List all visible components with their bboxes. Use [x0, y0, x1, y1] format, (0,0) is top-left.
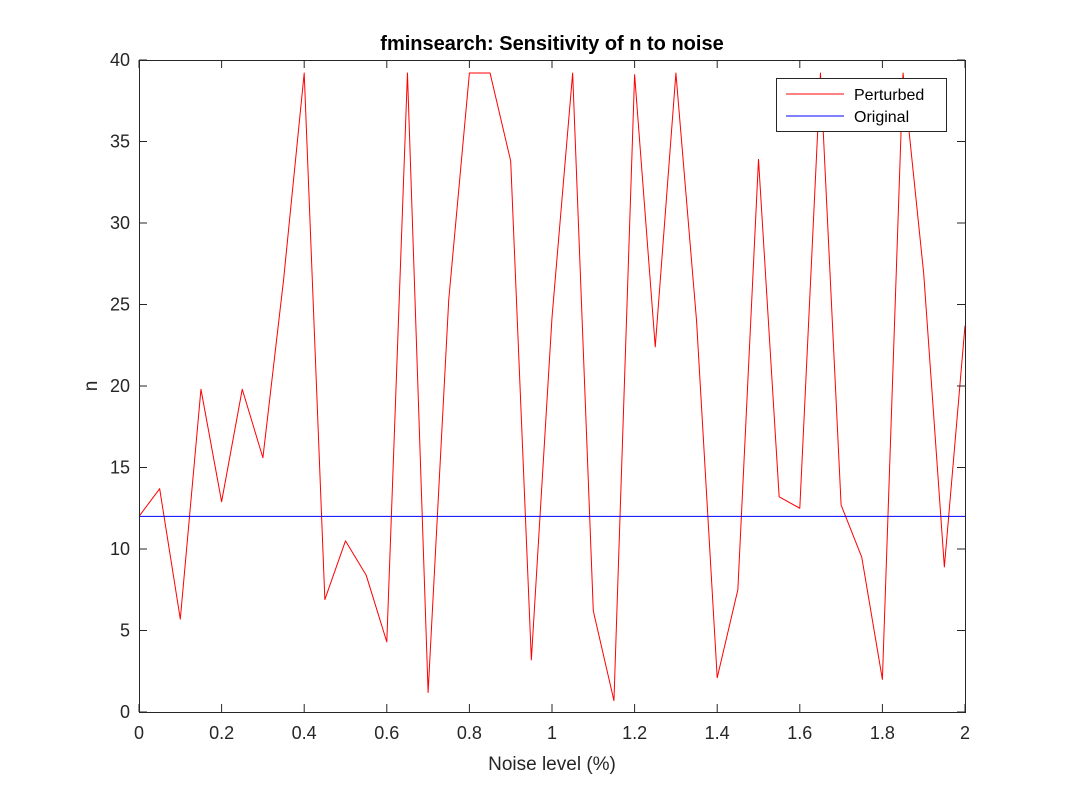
x-tick-label: 1 [547, 723, 557, 743]
x-tick-label: 2 [960, 723, 970, 743]
y-tick-label: 25 [110, 295, 130, 315]
axes-background [139, 60, 965, 712]
x-tick-label: 0.4 [292, 723, 317, 743]
x-tick-label: 1.4 [705, 723, 730, 743]
x-tick-label: 1.2 [622, 723, 647, 743]
x-tick-label: 0.6 [374, 723, 399, 743]
legend-entry-original: Original [854, 109, 909, 126]
y-tick-label: 40 [110, 50, 130, 70]
x-axis-label: Noise level (%) [488, 754, 616, 775]
x-tick-label: 0.8 [457, 723, 482, 743]
x-axis-ticks: 0 0.2 0.4 0.6 0.8 1 1.2 1.4 1.6 1.8 2 [134, 60, 970, 743]
y-tick-label: 20 [110, 376, 130, 396]
y-tick-label: 10 [110, 539, 130, 559]
legend: Perturbed Original [776, 78, 947, 132]
y-tick-label: 30 [110, 213, 130, 233]
x-tick-label: 1.8 [870, 723, 895, 743]
y-tick-label: 0 [120, 702, 130, 722]
x-tick-label: 1.6 [787, 723, 812, 743]
y-tick-label: 35 [110, 132, 130, 152]
y-axis-ticks: 0 5 10 15 20 25 30 35 40 [110, 50, 965, 722]
x-tick-label: 0 [134, 723, 144, 743]
y-axis-label: n [81, 381, 102, 392]
series-line-perturbed [138, 72, 966, 702]
legend-box [776, 78, 947, 132]
plot-area: 0 0.2 0.4 0.6 0.8 1 1.2 1.4 1.6 1.8 2 0 5 10 15 20 25 30… [110, 50, 970, 743]
legend-entry-perturbed: Perturbed [854, 87, 924, 104]
series-layer [138, 72, 966, 702]
y-tick-label: 5 [120, 621, 130, 641]
chart-title: fminsearch: Sensitivity of n to noise [380, 33, 723, 55]
y-tick-label: 15 [110, 458, 130, 478]
x-tick-label: 0.2 [209, 723, 234, 743]
